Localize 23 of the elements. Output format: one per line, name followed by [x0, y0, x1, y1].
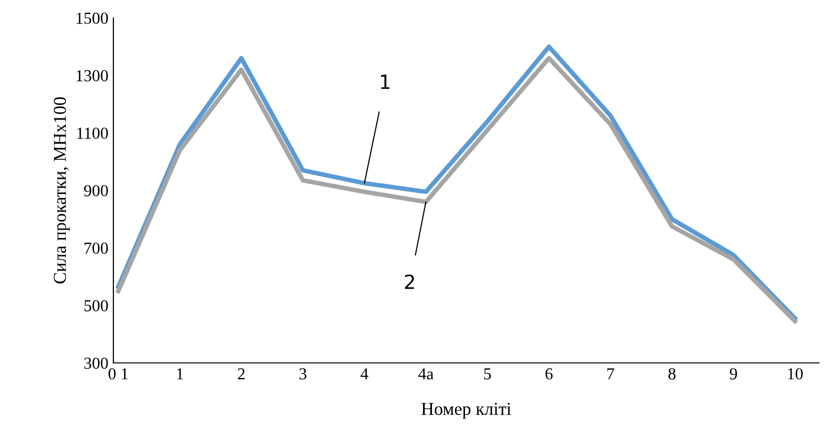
y-tick-label: 1100	[77, 128, 108, 139]
x-tick-label: 10	[788, 368, 803, 380]
x-tick-label: 7	[607, 368, 614, 380]
x-tick-label: 3	[300, 368, 306, 380]
y-tick-label: 900	[84, 185, 108, 196]
annotation: 1	[381, 74, 390, 89]
x-tick-label: 8	[668, 368, 676, 380]
x-tick-label: 6	[545, 368, 553, 380]
x-tick-label: 0 1	[108, 368, 128, 380]
annotation: 2	[404, 274, 414, 289]
x-tick-label: 1	[177, 368, 184, 380]
y-tick-label: 700	[84, 242, 108, 254]
y-tick-label: 1500	[76, 12, 108, 24]
x-axis-title: Номер кліті	[422, 402, 512, 419]
y-axis-title: Сила прокатки, МНх100	[54, 97, 70, 284]
y-tick-label: 500	[84, 300, 108, 312]
x-tick-label: 4a	[418, 368, 434, 380]
x-tick-label: 2	[238, 368, 245, 380]
x-tick-label: 4	[360, 368, 368, 380]
y-tick-label: 1300	[76, 70, 108, 82]
x-tick-label: 9	[730, 368, 737, 380]
x-tick-label: 5	[484, 368, 491, 380]
y-tick-label: 300	[84, 358, 108, 369]
